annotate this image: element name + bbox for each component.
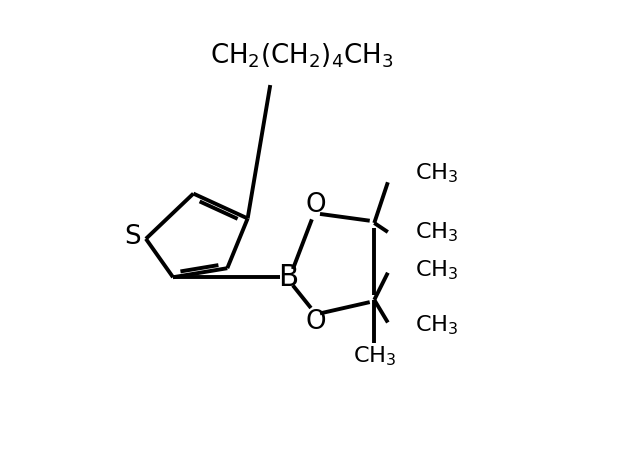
Text: CH$_3$: CH$_3$ xyxy=(415,220,458,244)
Text: CH$_3$: CH$_3$ xyxy=(415,258,458,282)
Text: B: B xyxy=(278,263,298,292)
Text: O: O xyxy=(305,192,326,218)
Text: CH$_2$(CH$_2$)$_4$CH$_3$: CH$_2$(CH$_2$)$_4$CH$_3$ xyxy=(210,41,394,70)
Text: S: S xyxy=(124,224,141,250)
Text: CH$_3$: CH$_3$ xyxy=(415,162,458,185)
Text: CH$_3$: CH$_3$ xyxy=(353,344,396,368)
Text: CH$_3$: CH$_3$ xyxy=(415,313,458,337)
Text: O: O xyxy=(305,309,326,335)
